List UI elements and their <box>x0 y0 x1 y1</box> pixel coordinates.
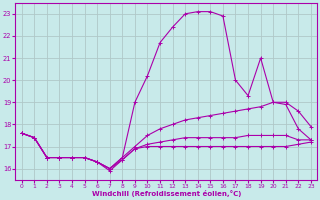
X-axis label: Windchill (Refroidissement éolien,°C): Windchill (Refroidissement éolien,°C) <box>92 190 241 197</box>
